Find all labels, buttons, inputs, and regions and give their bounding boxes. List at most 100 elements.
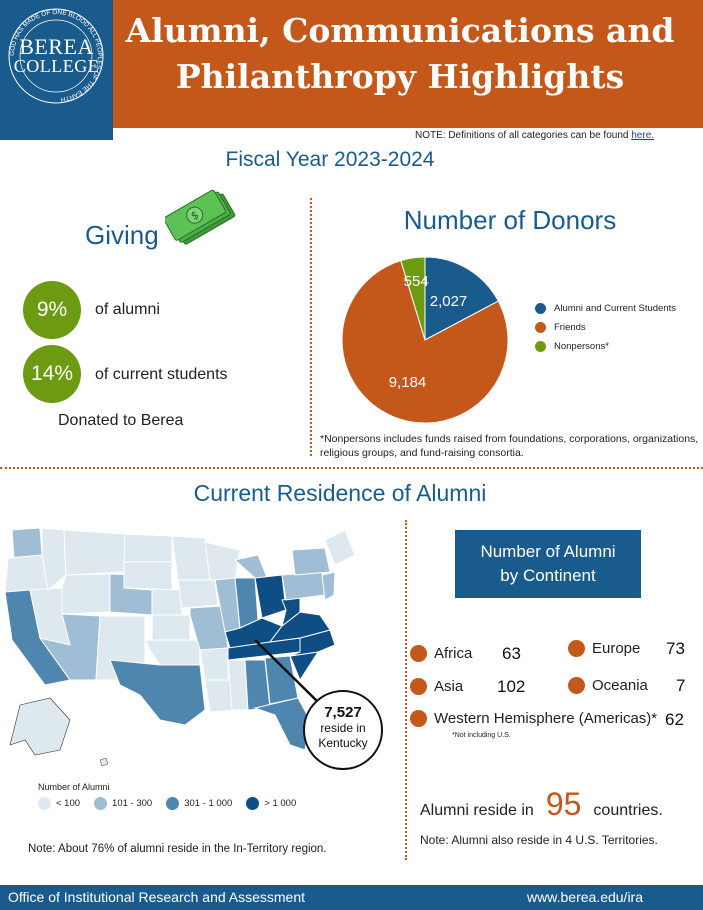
map-state-ny — [291, 547, 331, 576]
map-state-nj-md — [321, 571, 336, 601]
africa-value: 63 — [502, 644, 521, 663]
legend-item: Alumni and Current Students — [535, 299, 676, 318]
students-giving-label: of current students — [95, 366, 228, 383]
map-legend-item: 101 - 300 — [94, 797, 152, 810]
legend-label: Alumni and Current Students — [554, 303, 676, 314]
footer-office: Office of Institutional Research and Ass… — [8, 889, 306, 905]
map-legend-item: 301 - 1 000 — [166, 797, 232, 810]
bullet-icon — [568, 677, 585, 694]
legend-item: Nonpersons* — [535, 337, 676, 356]
vertical-divider-bottom — [405, 520, 407, 860]
ky-number: 7,527 — [324, 704, 362, 721]
definitions-link[interactable]: here. — [631, 130, 655, 141]
bullet-icon — [410, 645, 427, 662]
footer-url[interactable]: www.berea.edu/ira — [527, 889, 643, 905]
us-alumni-map — [4, 527, 356, 767]
map-legend-title: Number of Alumni — [38, 782, 110, 792]
donated-label: Donated to Berea — [58, 412, 184, 429]
map-state-wi — [204, 541, 241, 581]
not-us-note: *Not including U.S. — [452, 732, 511, 739]
definitions-note: NOTE: Definitions of all categories can … — [415, 130, 655, 141]
continent-africa: Africa — [410, 645, 472, 662]
asia-value: 102 — [497, 677, 526, 696]
kentucky-callout: 7,527 reside in Kentucky — [303, 690, 383, 770]
header-banner: Alumni, Communications and Philanthropy … — [0, 0, 703, 128]
residence-title: Current Residence of Alumni — [193, 480, 487, 506]
map-legend-swatch — [166, 797, 180, 810]
territories-note: Note: Alumni also reside in 4 U.S. Terri… — [420, 833, 658, 847]
students-giving-badge: 14% — [23, 345, 81, 403]
map-legend-swatch — [246, 797, 260, 810]
map-legend-swatch — [94, 797, 108, 810]
map-legend-item: > 1 000 — [246, 797, 296, 810]
map-legend-label: 101 - 300 — [112, 798, 153, 809]
continent-heading: Number of Alumni by Continent — [455, 530, 641, 598]
horizontal-divider — [0, 467, 703, 469]
map-state-oh — [254, 574, 287, 619]
page-title: Alumni, Communications and Philanthropy … — [125, 11, 675, 96]
ky-callout-line — [254, 639, 319, 703]
donors-pie-chart: 2,027 9,184 554 — [341, 256, 509, 424]
pie-data-label: 9,184 — [389, 374, 427, 391]
donors-title: Number of Donors — [403, 205, 617, 235]
alumni-giving-badge: 9% — [23, 281, 81, 339]
map-legend-label: < 100 — [56, 798, 81, 809]
continent-oceania: Oceania — [568, 677, 648, 694]
map-state-ia — [177, 579, 219, 609]
map-state-sd — [123, 561, 173, 591]
continent-asia: Asia — [410, 678, 463, 695]
pie-legend: Alumni and Current Students Friends Nonper… — [535, 299, 676, 356]
map-state-new-england — [324, 529, 356, 566]
logo-line-1: BEREA — [19, 34, 94, 59]
countries-stat: Alumni reside in 95 countries. — [420, 786, 663, 822]
continent-western: Western Hemisphere (Americas)* — [410, 710, 657, 727]
map-state-ks — [151, 614, 191, 641]
map-state-mt — [63, 529, 126, 576]
map-state-id — [41, 527, 67, 591]
map-legend-item: < 100 — [38, 797, 80, 810]
map-state-ak — [9, 697, 71, 756]
map-state-or — [4, 554, 49, 593]
map-state-wy-ut — [61, 573, 111, 615]
nonpersons-note: *Nonpersons includes funds raised from f… — [320, 433, 699, 459]
giving-title: Giving — [85, 220, 159, 250]
berea-logo: GOD HAS MADE OF ONE BLOOD ALL PEOPLES OF… — [0, 0, 113, 140]
map-state-nd — [123, 533, 173, 563]
bullet-icon — [568, 640, 585, 657]
vertical-divider-top — [310, 198, 312, 456]
map-state-hi — [99, 757, 109, 767]
alumni-giving-label: of alumni — [95, 301, 160, 318]
map-state-mi — [233, 554, 269, 581]
logo-seal-ring: GOD HAS MADE OF ONE BLOOD ALL PEOPLES OF… — [8, 8, 104, 104]
map-note: Note: About 76% of alumni reside in the … — [28, 843, 327, 855]
map-state-ok — [144, 639, 201, 666]
map-legend-swatch — [38, 797, 51, 810]
footer: Office of Institutional Research and Ass… — [0, 885, 703, 910]
map-state-ar — [199, 647, 229, 681]
map-state-mn — [171, 535, 211, 581]
logo-line-2: COLLEGE — [13, 56, 100, 76]
legend-swatch — [535, 322, 546, 333]
europe-value: 73 — [666, 639, 685, 658]
pie-slice-friends — [341, 259, 509, 424]
legend-label: Friends — [554, 322, 586, 333]
map-legend-label: > 1 000 — [264, 798, 297, 809]
map-legend-label: 301 - 1 000 — [184, 798, 233, 809]
legend-swatch — [535, 303, 546, 314]
pie-data-label: 554 — [404, 273, 429, 290]
map-legend: < 100 101 - 300 301 - 1 000 > 1 000 — [38, 797, 310, 810]
bullet-icon — [410, 678, 427, 695]
pie-slice-alumni-and-current-students — [424, 256, 499, 341]
legend-swatch — [535, 341, 546, 352]
bullet-icon — [410, 710, 427, 727]
legend-item: Friends — [535, 318, 676, 337]
pie-slice-nonpersons — [400, 256, 426, 341]
continent-europe: Europe — [568, 640, 640, 657]
oceania-value: 7 — [676, 676, 686, 695]
map-state-wa — [11, 527, 43, 559]
pie-data-label: 2,027 — [430, 293, 468, 310]
map-state-fl — [253, 697, 311, 751]
fiscal-year: Fiscal Year 2023-2024 — [225, 148, 435, 171]
map-state-tx — [109, 659, 206, 726]
legend-label: Nonpersons* — [554, 341, 609, 352]
